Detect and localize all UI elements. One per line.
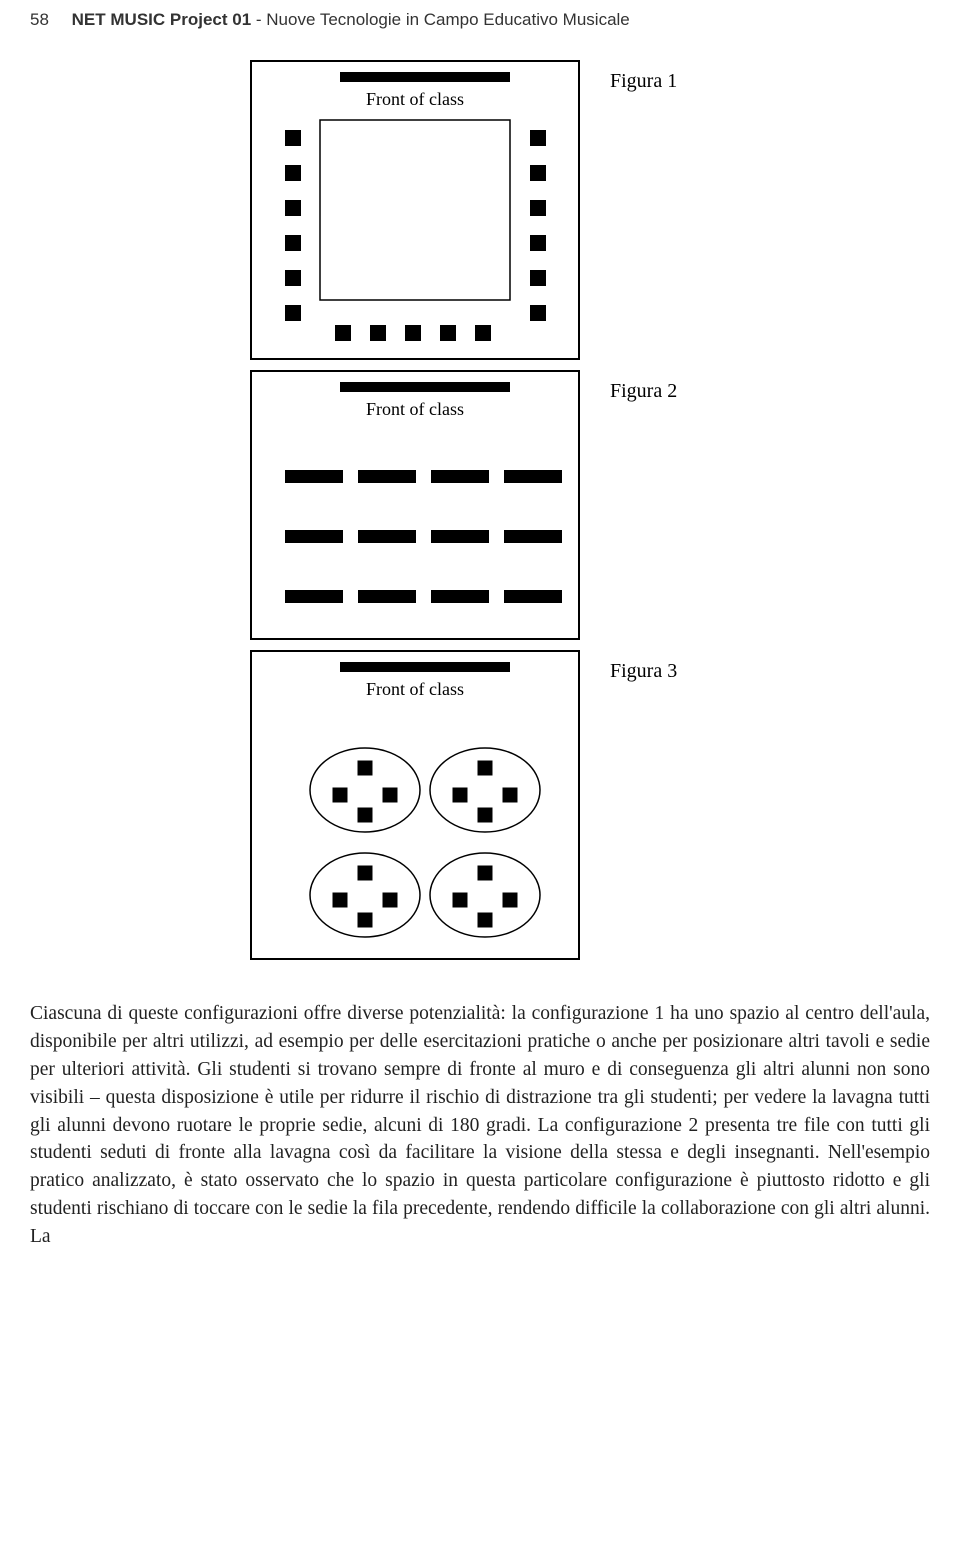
figure-3-caption: Figura 3	[610, 650, 710, 683]
body-paragraph: Ciascuna di queste configurazioni offre …	[30, 1000, 930, 1251]
figure-3-svg: Front of class	[250, 650, 580, 960]
figure-3-row: Front of class Figura 3	[30, 650, 930, 960]
page-header: 58 NET MUSIC Project 01 - Nuove Tecnolog…	[30, 10, 930, 30]
figure-1-row: Front of class Figura 1	[30, 60, 930, 360]
svg-text:Front of class: Front of class	[366, 399, 464, 419]
svg-text:Front of class: Front of class	[366, 89, 464, 109]
figure-1-svg: Front of class	[250, 60, 580, 360]
header-title-light: Nuove Tecnologie in Campo Educativo Musi…	[266, 10, 630, 29]
header-title-bold: NET MUSIC Project 01	[72, 10, 252, 29]
svg-text:Front of class: Front of class	[366, 679, 464, 699]
figures-container: Front of class Figura 1 Front of class F…	[30, 60, 930, 960]
header-title-sep: -	[251, 10, 266, 29]
figure-2-svg: Front of class	[250, 370, 580, 640]
figure-1-caption: Figura 1	[610, 60, 710, 93]
figure-2-row: Front of class Figura 2	[30, 370, 930, 640]
figure-2-caption: Figura 2	[610, 370, 710, 403]
page-number: 58	[30, 10, 49, 30]
